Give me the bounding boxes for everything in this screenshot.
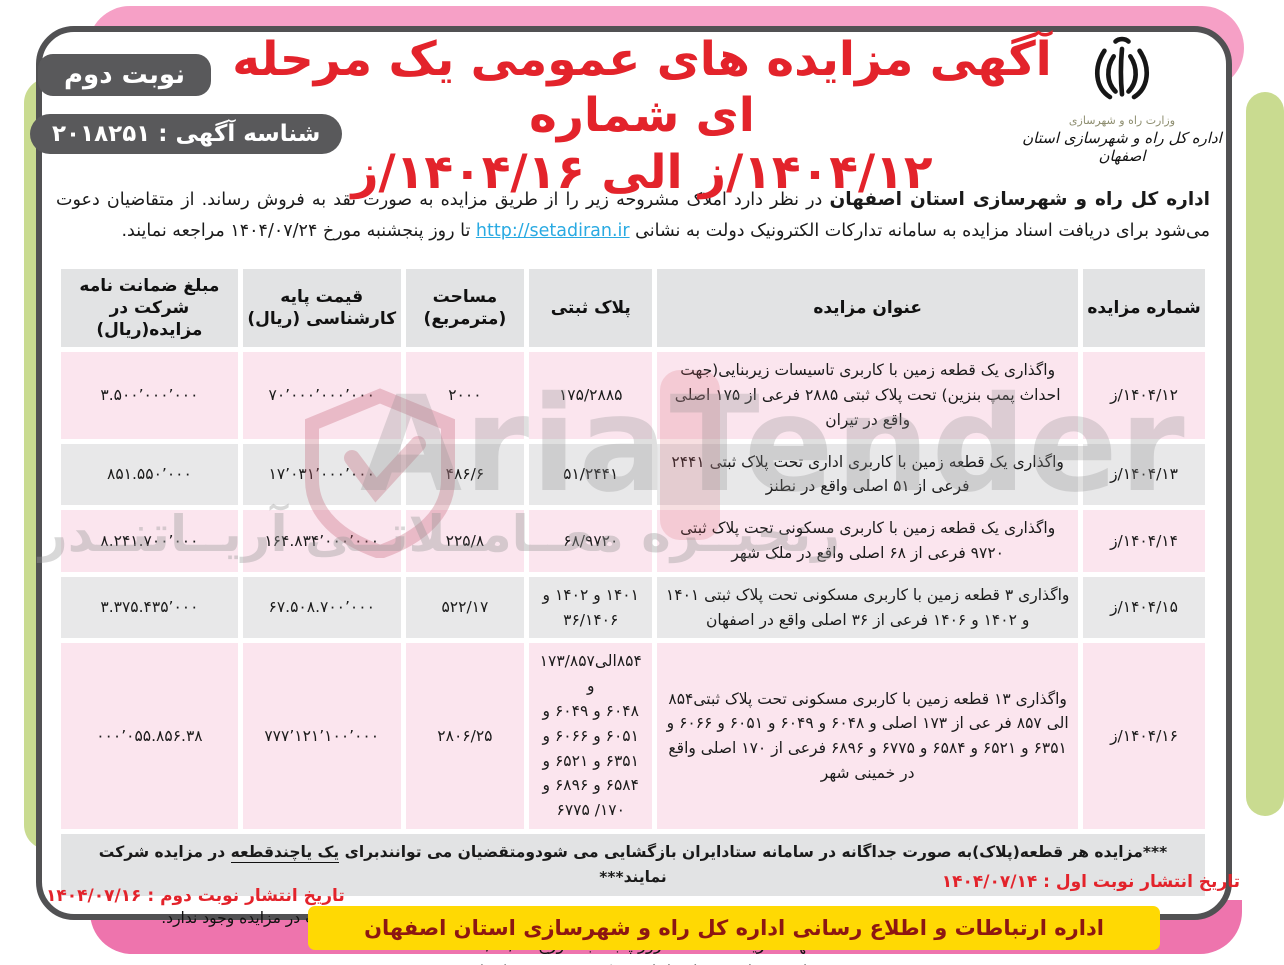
cell-deposit: ۳.۳۷۵.۴۳۵٬۰۰۰ [61, 576, 238, 639]
cell-auction-title: واگذاری ۱۳ قطعه زمین با کاربری مسکونی تح… [657, 643, 1079, 830]
cell-plate: ۶۸/۹۷۲۰ [529, 510, 653, 572]
cell-auction-no: ۱۴۰۴/۱۴/ز [1083, 510, 1205, 572]
cell-plate: ۱۷۵/۲۸۸۵ [529, 352, 653, 439]
cell-base-price: ۱۷٬۰۳۱٬۰۰۰٬۰۰۰ [242, 443, 401, 506]
note-text: ***مزایده هر قطعه(پلاک)به صورت جداگانه د… [61, 834, 1205, 896]
cell-deposit: ۰۰۰٬۰۵۵.۸۵۶.۳۸ [61, 643, 238, 830]
cell-auction-title: واگذاری ۳ قطعه زمین با کاربری مسکونی تحت… [657, 576, 1079, 639]
cell-area: ۴۸۶/۶ [405, 443, 525, 506]
cell-auction-title: واگذاری یک قطعه زمین با کاربری تاسیسات ز… [657, 352, 1079, 439]
cell-base-price: ۶۷.۵۰۸.۷۰۰٬۰۰۰ [242, 576, 401, 639]
intro-bold: اداره کل راه و شهرسازی استان اصفهان [829, 188, 1210, 210]
pub-date-second: تاریخ انتشار نوبت دوم : ۱۴۰۴/۰۷/۱۶ [46, 886, 345, 906]
deadline-offers: مهلت تحویل پیشنهاد ها تا روز یکشنبه مورخ… [56, 958, 1210, 965]
pub-date-first: تاریخ انتشار نوبت اول : ۱۴۰۴/۰۷/۱۴ [941, 872, 1240, 892]
cell-plate: ۱۴۰۱ و ۱۴۰۲ و ۳۶/۱۴۰۶ [529, 576, 653, 639]
main-card: نوبت دوم شناسه آگهی : ۲۰۱۸۲۵۱ آگهی مزاید… [30, 26, 1232, 965]
ministry-name: وزارت راه و شهرسازی [1068, 114, 1176, 127]
col-deposit: مبلغ ضمانت نامه شرکت در مزایده(ریال) [61, 269, 238, 348]
ad-id-badge: شناسه آگهی : ۲۰۱۸۲۵۱ [30, 114, 343, 154]
footer-banner: اداره ارتباطات و اطلاع رسانی اداره کل را… [308, 906, 1160, 950]
cell-auction-no: ۱۴۰۴/۱۲/ز [1083, 352, 1205, 439]
green-band-right [1246, 92, 1284, 816]
table-row: ۱۴۰۴/۱۳/ز واگذاری یک قطعه زمین با کاربری… [61, 443, 1205, 506]
col-auction-title: عنوان مزایده [657, 269, 1079, 348]
note-row: ***مزایده هر قطعه(پلاک)به صورت جداگانه د… [61, 834, 1205, 896]
cell-plate: ۸۵۴الی۱۷۳/۸۵۷ و ۶۰۴۸ و ۶۰۴۹ و ۶۰۵۱ و ۶۰۶… [529, 643, 653, 830]
ministry-logo: وزارت راه و شهرسازی اداره کل راه و شهرسا… [1022, 36, 1222, 165]
cell-auction-no: ۱۴۰۴/۱۳/ز [1083, 443, 1205, 506]
cell-base-price: ۱۶۴.۸۳۴٬۰۰۰٬۰۰۰ [242, 510, 401, 572]
table-header-row: شماره مزایده عنوان مزایده پلاک ثبتی مساح… [61, 269, 1205, 348]
table-row: ۱۴۰۴/۱۲/ز واگذاری یک قطعه زمین با کاربری… [61, 352, 1205, 439]
table-row: ۱۴۰۴/۱۴/ز واگذاری یک قطعه زمین با کاربری… [61, 510, 1205, 572]
cell-area: ۲۲۵/۸ [405, 510, 525, 572]
table-row: ۱۴۰۴/۱۶/ز واگذاری ۱۳ قطعه زمین با کاربری… [61, 643, 1205, 830]
cell-auction-title: واگذاری یک قطعه زمین با کاربری اداری تحت… [657, 443, 1079, 506]
cell-auction-title: واگذاری یک قطعه زمین با کاربری مسکونی تح… [657, 510, 1079, 572]
note-underlined: یک یاچندقطعه [230, 843, 340, 864]
cell-plate: ۵۱/۲۴۴۱ [529, 443, 653, 506]
note-pre: ***مزایده هر قطعه(پلاک)به صورت جداگانه د… [339, 843, 1168, 862]
page-title: آگهی مزایده های عمومی یک مرحله ای شماره … [202, 32, 1082, 201]
title-line2: ۱۴۰۴/۱۲/ز الی ۱۴۰۴/۱۶/ز [351, 144, 933, 200]
col-area: مساحت (مترمربع) [405, 269, 525, 348]
cell-auction-no: ۱۴۰۴/۱۵/ز [1083, 576, 1205, 639]
cell-area: ۲۸۰۶/۲۵ [405, 643, 525, 830]
col-plate: پلاک ثبتی [529, 269, 653, 348]
intro-paragraph: اداره کل راه و شهرسازی استان اصفهان در ن… [56, 184, 1210, 247]
cell-auction-no: ۱۴۰۴/۱۶/ز [1083, 643, 1205, 830]
card-content: اداره کل راه و شهرسازی استان اصفهان در ن… [56, 166, 1210, 965]
cell-deposit: ۸۵۱.۵۵۰٬۰۰۰ [61, 443, 238, 506]
col-auction-no: شماره مزایده [1083, 269, 1205, 348]
note-post: در مزایده شرکت نمایند*** [98, 843, 667, 886]
table-row: ۱۴۰۴/۱۵/ز واگذاری ۳ قطعه زمین با کاربری … [61, 576, 1205, 639]
ministry-emblem-icon [1085, 36, 1159, 114]
auction-table: شماره مزایده عنوان مزایده پلاک ثبتی مساح… [56, 264, 1210, 901]
cell-base-price: ۷۰٬۰۰۰٬۰۰۰٬۰۰۰ [242, 352, 401, 439]
cell-deposit: ۸.۲۴۱.۷۰۰٬۰۰۰ [61, 510, 238, 572]
office-name: اداره کل راه و شهرسازی استان اصفهان [1022, 129, 1222, 165]
cell-area: ۲۰۰۰ [405, 352, 525, 439]
cell-base-price: ۷۷۷٬۱۲۱٬۱۰۰٬۰۰۰ [242, 643, 401, 830]
setadiran-link[interactable]: http://setadiran.ir [475, 220, 630, 241]
round-badge: نوبت دوم [38, 54, 211, 96]
cell-area: ۵۲۲/۱۷ [405, 576, 525, 639]
cell-deposit: ۳.۵۰۰٬۰۰۰٬۰۰۰ [61, 352, 238, 439]
intro-text2: تا روز پنجشنبه مورخ ۱۴۰۴/۰۷/۲۴ مراجعه نم… [121, 220, 476, 241]
intro-text1: در نظر دارد املاک مشروحه زیر را از طریق … [56, 189, 1210, 241]
col-base-price: قیمت پایه کارشناسی (ریال) [242, 269, 401, 348]
title-line1: آگهی مزایده های عمومی یک مرحله ای شماره [232, 32, 1052, 144]
